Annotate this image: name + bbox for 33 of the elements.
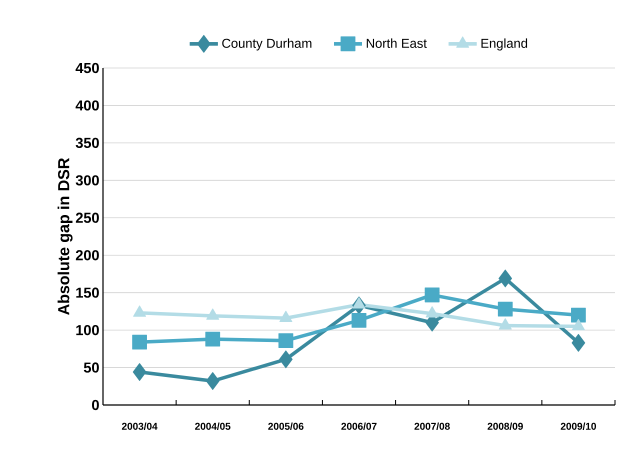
point [279,350,293,368]
point [571,308,586,323]
legend-label: North East [366,38,427,48]
x-tick-label: 2007/08 [414,422,450,430]
y-tick-label: 250 [76,212,99,223]
point [132,334,147,350]
point [498,270,512,288]
point [572,334,586,352]
legend-label: County Durham [222,38,312,50]
y-tick-label: 350 [76,138,99,148]
point [352,312,366,328]
point [498,302,513,317]
y-tick-label: 0 [92,400,99,410]
y-axis-title: Absolute gap in DSR [58,158,73,315]
x-tick-label: 2005/06 [268,422,304,430]
point [205,332,220,346]
point [206,372,220,390]
y-tick-label: 400 [76,100,99,111]
legend-label: England [481,38,528,50]
point [424,288,440,302]
x-tick-label: 2008/09 [488,422,523,430]
y-tick-label: 200 [76,250,99,260]
x-tick-label: 2006/07 [341,422,377,430]
point [132,363,146,381]
y-tick-label: 50 [84,362,99,373]
y-tick-label: 300 [76,175,99,186]
y-tick-label: 450 [76,62,99,74]
x-tick-label: 2004/05 [195,422,230,430]
y-tick-label: 150 [76,288,99,298]
x-tick-label: 2003/04 [122,422,158,430]
y-tick-label: 100 [76,324,99,336]
point [278,333,294,348]
x-tick-label: 2009/10 [560,422,596,430]
